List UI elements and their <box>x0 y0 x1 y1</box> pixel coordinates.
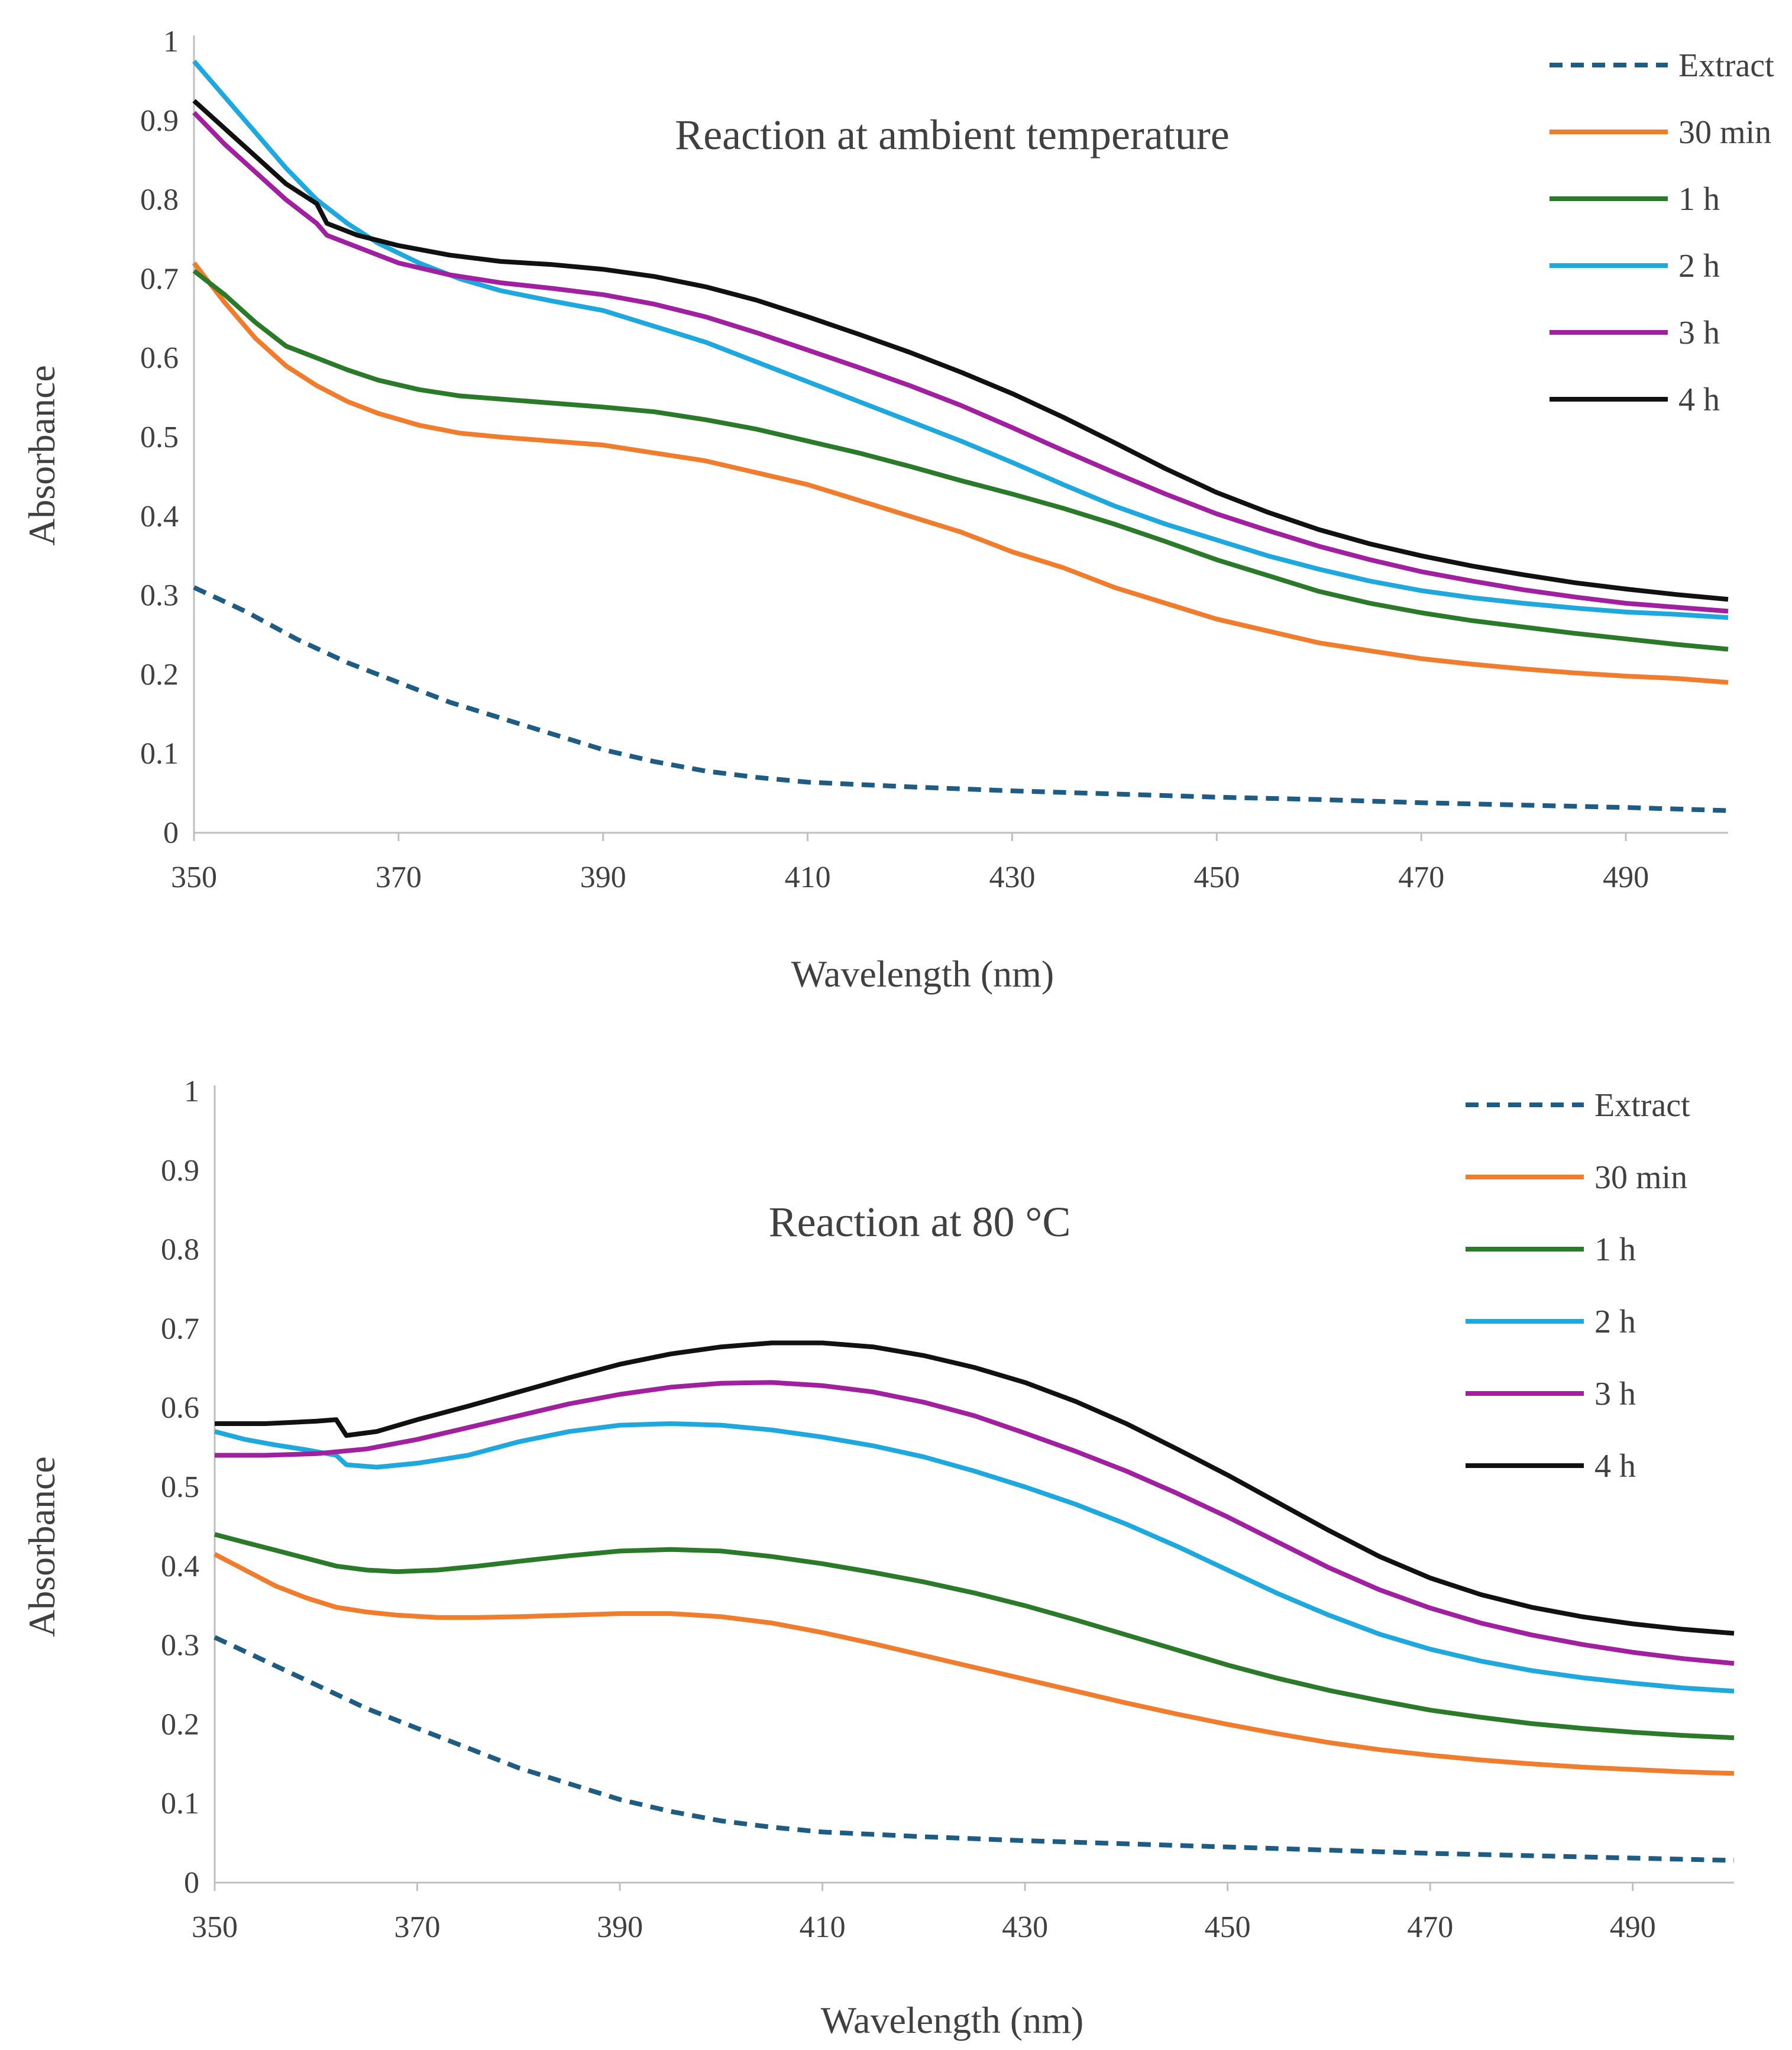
legend-label: 2 h <box>1678 248 1720 284</box>
y-tick-label: 0.3 <box>161 1629 199 1663</box>
chart-panel-2: 0 0.1 0.2 0.3 0.4 0.5 0.6 0.7 0.8 0.9 1 350 370 390 41… <box>21 1075 1735 2041</box>
series-line-6 <box>215 1340 1735 1636</box>
x-tick-label: 470 <box>1407 1910 1453 1944</box>
chart-title: Reaction at ambient temperature <box>675 111 1230 159</box>
y-tick-label: 0 <box>163 816 179 850</box>
y-tick-label: 0.8 <box>161 1233 199 1267</box>
legend-label: 30 min <box>1678 114 1771 151</box>
x-tick-label: 490 <box>1603 861 1649 894</box>
series-line-4 <box>214 1421 1735 1694</box>
series-line-4 <box>192 59 1729 620</box>
y-tick-label: 0.6 <box>140 341 179 375</box>
series-line-5 <box>192 111 1729 614</box>
legend-label: 3 h <box>1678 315 1720 351</box>
x-tick-label: 430 <box>1002 1910 1048 1944</box>
legend-label: 4 h <box>1594 1448 1636 1485</box>
legend-label: Extract <box>1594 1087 1690 1124</box>
y-tick-label: 0 <box>184 1866 199 1900</box>
series-line-1 <box>214 1635 1735 1863</box>
y-tick-label: 0.7 <box>140 262 179 296</box>
y-tick-label: 0.1 <box>140 737 179 771</box>
y-tick-label: 0.3 <box>140 579 179 613</box>
chart-title: Reaction at 80 °C <box>769 1198 1071 1246</box>
series-line-6 <box>192 99 1729 602</box>
x-tick-label: 450 <box>1193 861 1240 894</box>
x-tick-label: 370 <box>376 861 422 894</box>
y-tick-label: 0.9 <box>161 1154 199 1188</box>
chart-panel-1: 0 0.1 0.2 0.3 0.4 0.5 0.6 0.7 0.8 0.9 1 350 370 390 41… <box>21 25 1774 995</box>
y-tick-label: 0.9 <box>140 104 179 138</box>
legend-label: 1 h <box>1594 1231 1636 1268</box>
y-tick-label: 0.2 <box>140 658 179 691</box>
series-line-3 <box>192 269 1729 652</box>
y-axis-title: Absorbance <box>21 365 63 546</box>
series-line-5 <box>215 1380 1735 1666</box>
legend-label: Extract <box>1678 47 1774 84</box>
y-axis-title: Absorbance <box>21 1456 63 1637</box>
x-tick-label: 430 <box>989 861 1035 894</box>
legend-label: 1 h <box>1678 181 1720 218</box>
series-line-1 <box>193 585 1729 813</box>
y-tick-label: 0.8 <box>140 183 179 217</box>
x-tick-label: 350 <box>171 861 217 894</box>
y-tick-label: 0.4 <box>140 500 179 533</box>
x-tick-label: 410 <box>800 1910 846 1944</box>
legend: Extract 30 min 1 h 2 h 3 h 4 h <box>1466 1087 1690 1485</box>
x-axis-title: Wavelength (nm) <box>791 953 1054 995</box>
x-axis-title: Wavelength (nm) <box>821 1999 1083 2041</box>
x-tick-label: 470 <box>1398 861 1444 894</box>
series-line-2 <box>192 261 1729 685</box>
y-tick-label: 0.4 <box>161 1550 199 1583</box>
y-tick-label: 1 <box>163 25 179 59</box>
legend-label: 2 h <box>1594 1304 1636 1340</box>
series-line-3 <box>214 1532 1735 1741</box>
x-tick-label: 450 <box>1205 1910 1251 1944</box>
x-tick-label: 350 <box>192 1910 238 1944</box>
y-tick-label: 0.2 <box>161 1708 199 1741</box>
y-tick-label: 0.6 <box>161 1391 199 1425</box>
y-tick-label: 0.7 <box>161 1312 199 1346</box>
legend-label: 3 h <box>1594 1376 1636 1412</box>
legend-label: 30 min <box>1594 1159 1687 1196</box>
legend: Extract 30 min 1 h 2 h 3 h 4 h <box>1550 47 1774 418</box>
x-tick-label: 490 <box>1610 1910 1656 1944</box>
series-line-2 <box>214 1552 1735 1776</box>
x-tick-label: 370 <box>394 1910 441 1944</box>
y-tick-label: 1 <box>184 1075 199 1108</box>
x-tick-label: 390 <box>580 861 626 894</box>
y-tick-label: 0.1 <box>161 1787 199 1821</box>
legend-label: 4 h <box>1678 381 1720 418</box>
x-tick-label: 390 <box>597 1910 643 1944</box>
y-tick-label: 0.5 <box>161 1470 199 1504</box>
y-tick-label: 0.5 <box>140 421 179 454</box>
x-tick-label: 410 <box>785 861 831 894</box>
